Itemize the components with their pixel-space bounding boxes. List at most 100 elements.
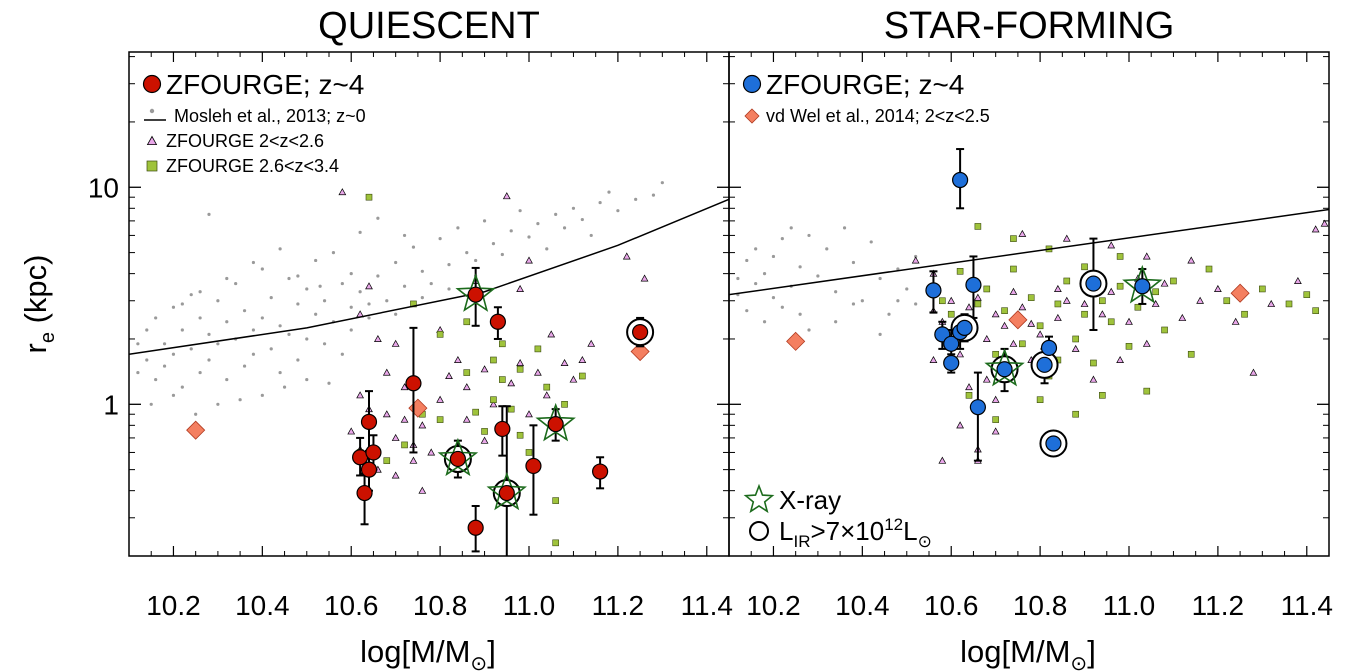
triangle-point: [956, 350, 965, 358]
triangle-point: [391, 471, 400, 479]
gray-dot: [376, 274, 380, 278]
gray-dot: [411, 245, 416, 249]
main-point: [1040, 339, 1058, 356]
gray-dot: [269, 296, 273, 300]
main-point: [956, 319, 973, 336]
triangle-point: [1187, 256, 1196, 264]
square-point: [965, 392, 973, 399]
gray-dot: [242, 364, 247, 368]
gray-dot: [358, 290, 362, 294]
main-point: [467, 286, 484, 303]
triangle-point: [480, 436, 489, 444]
triangle-point: [560, 358, 569, 366]
gray-dot: [394, 312, 398, 316]
gray-dot: [225, 320, 229, 324]
gray-dot: [136, 342, 140, 346]
gray-dot: [296, 358, 300, 362]
square-point: [947, 310, 955, 318]
gray-dot: [851, 260, 856, 265]
gray-dot: [260, 267, 264, 271]
main-point: [498, 484, 515, 502]
gray-dot: [278, 370, 282, 375]
triangle-point: [400, 415, 409, 423]
gray-dot: [216, 299, 220, 303]
gray-dot: [358, 230, 362, 234]
main-point: [1045, 435, 1062, 452]
square-point: [1143, 387, 1151, 395]
gray-dot: [154, 377, 158, 382]
gray-dot: [438, 237, 442, 241]
gray-dot: [914, 302, 918, 306]
main-point: [925, 282, 942, 299]
gray-dot: [162, 342, 167, 346]
x-tick-label: 10.4: [235, 590, 290, 621]
legend-marker: [749, 521, 769, 541]
gray-dot: [242, 309, 247, 313]
square-point: [401, 441, 408, 449]
triangle-point: [1053, 313, 1062, 321]
square-point: [1170, 277, 1177, 285]
square-point: [499, 340, 506, 348]
triangle-point: [982, 334, 991, 342]
gray-dot: [616, 209, 620, 213]
legend-marker: [744, 108, 760, 124]
x-tick-label: 10.6: [324, 590, 379, 621]
square-point: [552, 497, 559, 504]
gray-dot: [789, 226, 793, 230]
gray-dot: [780, 237, 784, 241]
square-point: [974, 223, 982, 230]
triangle-point: [911, 256, 920, 264]
triangle-point: [516, 358, 525, 366]
triangle-point: [427, 448, 436, 456]
gray-dot: [340, 281, 344, 286]
triangle-point: [991, 310, 1000, 318]
diamond-point: [1230, 283, 1250, 303]
gray-dot: [149, 402, 153, 406]
gray-dot: [754, 247, 758, 251]
main-point: [525, 457, 542, 475]
gray-dot: [754, 281, 758, 286]
gray-dot: [545, 247, 549, 251]
gray-dot: [420, 269, 424, 273]
gray-dot: [447, 263, 451, 267]
diamond-point: [786, 331, 806, 351]
triangle-point: [1267, 299, 1276, 307]
main-point: [592, 463, 609, 480]
gray-dot: [771, 254, 776, 259]
main-point: [965, 276, 982, 293]
square-point: [516, 431, 524, 439]
square-point: [939, 297, 946, 305]
square-point: [481, 428, 488, 435]
legend-label: X-ray: [779, 485, 841, 515]
triangle-point: [1320, 219, 1329, 227]
gray-dot: [736, 276, 740, 281]
square-point: [1285, 300, 1293, 308]
diamond-point: [186, 420, 206, 440]
legend-entry: vd Wel et al., 2014; 2<z<2.5: [744, 106, 990, 126]
triangle-point: [578, 355, 587, 363]
gray-dot: [771, 296, 776, 300]
gray-dot: [660, 181, 664, 185]
gray-dot: [287, 276, 291, 281]
legend-entry: ZFOURGE 2.6<z<3.4: [146, 156, 339, 176]
x-axis-label-quiescent: log[M/M⊙]: [360, 634, 496, 671]
triangle-point: [947, 296, 956, 304]
main-point: [996, 361, 1013, 378]
legend-entry: X-ray: [743, 483, 841, 515]
gray-dot: [851, 302, 856, 306]
y-tick-label: 1: [103, 389, 119, 420]
triangle-point: [1009, 339, 1018, 347]
square-point: [1099, 297, 1106, 305]
square-point: [490, 356, 497, 364]
square-point: [1090, 359, 1097, 367]
gray-dot: [207, 212, 211, 216]
triangle-point: [382, 410, 391, 418]
gray-dot: [162, 364, 167, 368]
gray-dot: [296, 274, 300, 278]
main-point: [1036, 356, 1053, 373]
gray-dot: [509, 229, 513, 233]
gray-dot: [580, 217, 584, 222]
x-tick-label: 11.2: [1192, 590, 1244, 621]
gray-dot: [194, 412, 198, 416]
gray-dot: [798, 265, 802, 269]
